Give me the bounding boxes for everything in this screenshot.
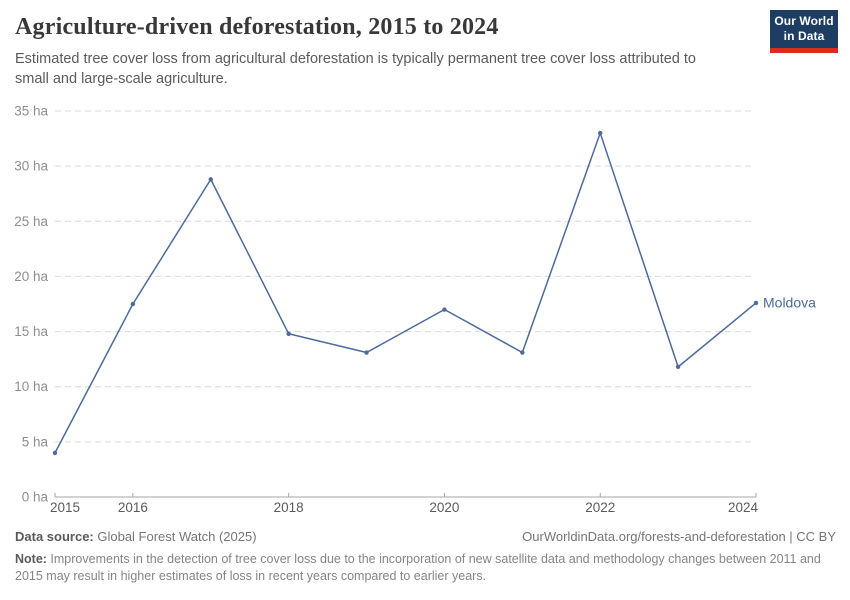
x-tick-label: 2022: [585, 500, 615, 515]
page-title: Agriculture-driven deforestation, 2015 t…: [15, 14, 499, 40]
owid-logo[interactable]: Our World in Data: [770, 10, 838, 53]
data-point[interactable]: [520, 350, 525, 355]
y-tick-label: 10 ha: [14, 379, 48, 394]
data-source-value: Global Forest Watch (2025): [93, 529, 257, 544]
y-tick-label: 20 ha: [14, 269, 48, 284]
chart-footer: Data source: Global Forest Watch (2025) …: [15, 529, 836, 585]
data-source: Data source: Global Forest Watch (2025): [15, 529, 257, 544]
data-point[interactable]: [598, 130, 603, 136]
x-tick-label: 2018: [274, 500, 304, 515]
data-point[interactable]: [364, 350, 369, 355]
y-tick-label: 0 ha: [22, 490, 49, 505]
chart-header: Agriculture-driven deforestation, 2015 t…: [15, 14, 750, 89]
y-tick-label: 5 ha: [22, 434, 49, 449]
x-tick-label: 2020: [429, 500, 459, 515]
y-tick-label: 15 ha: [14, 324, 48, 339]
owid-logo-line1: Our World: [774, 14, 834, 28]
owid-citation-link[interactable]: OurWorldinData.org/forests-and-deforesta…: [522, 529, 836, 544]
note-value: Improvements in the detection of tree co…: [15, 552, 821, 583]
data-source-label: Data source:: [15, 529, 94, 544]
series-end-label[interactable]: Moldova: [763, 294, 816, 310]
data-point[interactable]: [753, 300, 759, 306]
owid-logo-line2: in Data: [783, 29, 825, 43]
y-tick-label: 30 ha: [14, 159, 48, 174]
chart-svg: 0 ha 5 ha 10 ha 15 ha 20 ha 25 ha 30 ha 35 ha 20…: [14, 104, 816, 516]
data-point[interactable]: [442, 307, 447, 312]
x-tick-label: 2015: [50, 500, 80, 515]
x-tick-label: 2016: [118, 500, 148, 515]
x-tick-label: 2024: [728, 500, 759, 515]
data-point[interactable]: [130, 301, 136, 307]
line-chart: 0 ha 5 ha 10 ha 15 ha 20 ha 25 ha 30 ha 35 ha 20…: [0, 95, 850, 535]
note-label: Note:: [15, 552, 47, 566]
y-tick-label: 35 ha: [14, 104, 48, 119]
y-tick-label: 25 ha: [14, 214, 48, 229]
data-point[interactable]: [286, 331, 291, 336]
chart-subtitle: Estimated tree cover loss from agricultu…: [15, 51, 696, 87]
data-point[interactable]: [208, 177, 213, 182]
data-point[interactable]: [675, 364, 681, 370]
chart-note: Note: Improvements in the detection of t…: [15, 551, 836, 585]
data-line[interactable]: [54, 132, 757, 454]
data-point[interactable]: [52, 450, 58, 456]
